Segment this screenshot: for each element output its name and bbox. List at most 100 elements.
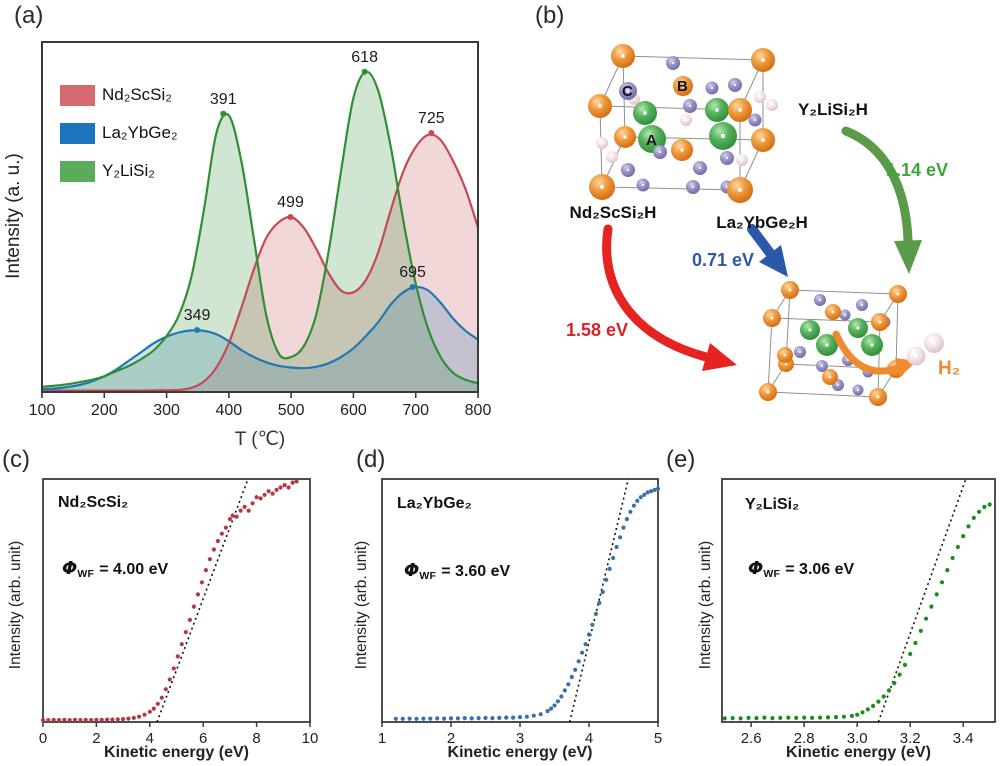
peak-label: 349	[184, 307, 211, 324]
atom-highlight	[737, 187, 743, 193]
scatter-point	[934, 592, 939, 597]
scatter-point	[131, 715, 136, 720]
scatter-point	[918, 628, 923, 633]
scatter-point	[902, 662, 907, 667]
phi-subscript: WF	[77, 568, 95, 580]
peak-marker	[428, 130, 435, 136]
scatter-point	[282, 483, 287, 488]
peak-label: 618	[351, 49, 378, 66]
scatter-point	[227, 517, 232, 522]
scatter-point	[171, 666, 176, 671]
scatter-point	[573, 667, 578, 672]
scatter-point	[924, 616, 929, 621]
atom-highlight	[698, 166, 702, 170]
fit-line	[877, 478, 967, 723]
tpd-curve	[41, 70, 479, 388]
scatter-point	[730, 716, 735, 721]
x-tick-label: 8	[252, 730, 260, 747]
scatter-point	[238, 508, 243, 513]
scatter-point	[167, 677, 172, 682]
scatter-point	[115, 717, 120, 722]
legend-item: Y₂LiSi₂	[60, 160, 178, 182]
scatter-point	[881, 694, 886, 699]
x-tick-label: 300	[153, 402, 180, 419]
legend-label: La₂YbGe₂	[102, 123, 178, 142]
scatter-point	[62, 717, 67, 722]
scatter-point	[892, 681, 897, 686]
scatter-point	[576, 659, 581, 664]
scatter-point	[455, 716, 460, 721]
atom-highlight	[766, 390, 770, 394]
cell-edge	[877, 321, 881, 398]
scatter-point	[278, 485, 283, 490]
energy-label-blue: 0.71 eV	[692, 250, 755, 270]
scatter-point	[147, 709, 152, 714]
scatter-point	[67, 718, 72, 723]
tpd-area	[42, 134, 478, 392]
phi-value: = 3.06 eV	[785, 561, 855, 578]
scatter-point	[593, 611, 598, 616]
phi-value: = 4.00 eV	[99, 561, 169, 578]
scatter-point	[266, 489, 271, 494]
scatter-point	[105, 717, 110, 722]
y-axis-label-a: Intensity (a. u.)	[3, 153, 24, 279]
atom-highlight	[671, 61, 675, 65]
atom-highlight	[600, 141, 604, 145]
x-tick-label: 3	[516, 730, 524, 747]
scatter-point	[559, 694, 564, 699]
scatter-point	[886, 688, 892, 693]
atom-highlight	[680, 148, 684, 152]
atom-highlight	[784, 362, 788, 366]
scatter-point	[913, 640, 918, 646]
atom-highlight	[761, 58, 765, 62]
scatter-point	[524, 714, 529, 719]
scatter-point	[78, 718, 83, 723]
plot-frame	[42, 478, 311, 723]
tpd-area	[42, 71, 478, 393]
atom-highlight	[740, 158, 744, 162]
scatter-point	[393, 716, 398, 721]
panel-letter-e: (e)	[666, 446, 696, 473]
cell-edge	[601, 186, 741, 191]
phi-subscript: WF	[419, 570, 437, 582]
x-tick-label: 10	[302, 730, 319, 747]
scatter-point	[580, 650, 585, 655]
peak-label: 695	[399, 264, 426, 281]
scatter-point	[407, 716, 412, 721]
work-function-d: ΦWF = 3.60 eV	[404, 560, 510, 582]
scatter-point	[955, 544, 960, 550]
scatter-point	[810, 715, 815, 720]
plot-frame	[381, 478, 659, 723]
compound-label-d: La₂YbGe₂	[397, 495, 472, 512]
peak-marker	[287, 214, 294, 220]
atom-highlight	[836, 383, 840, 387]
scatter-point	[254, 495, 259, 500]
scatter-point	[545, 709, 550, 714]
y-axis-label-d: Intensity (arb. unit)	[353, 540, 370, 670]
scatter-point	[242, 504, 247, 509]
scatter-point	[290, 480, 295, 485]
panel-letter-c: (c)	[2, 446, 30, 473]
scatter-point	[825, 715, 831, 720]
scatter-chart-c: 0 2 4 6 8 10	[39, 478, 319, 747]
reaction-arrow-green	[841, 126, 922, 274]
scatter-point	[971, 515, 976, 520]
legend-label: Y₂LiSi₂	[102, 161, 155, 180]
atom-highlight	[870, 343, 874, 347]
scatter-point	[94, 717, 99, 722]
atom-highlight	[733, 83, 737, 87]
scatter-point	[945, 568, 950, 573]
plot-frame	[41, 41, 479, 393]
scatter-point	[583, 642, 588, 647]
scatter-point	[517, 715, 523, 720]
x-tick-label: 2	[447, 730, 455, 747]
site-label-a: A	[646, 132, 657, 149]
scatter-point	[802, 715, 807, 720]
reactant-label-la2ybge2h: La₂YbGe₂H	[716, 213, 808, 232]
scatter-point	[649, 489, 654, 494]
atom-highlight	[626, 168, 630, 172]
x-axis-label-c: Kinetic energy (eV)	[104, 744, 249, 761]
x-tick-label: 3.2	[900, 730, 921, 747]
scatter-point	[258, 496, 263, 501]
scatter-point	[977, 509, 982, 514]
